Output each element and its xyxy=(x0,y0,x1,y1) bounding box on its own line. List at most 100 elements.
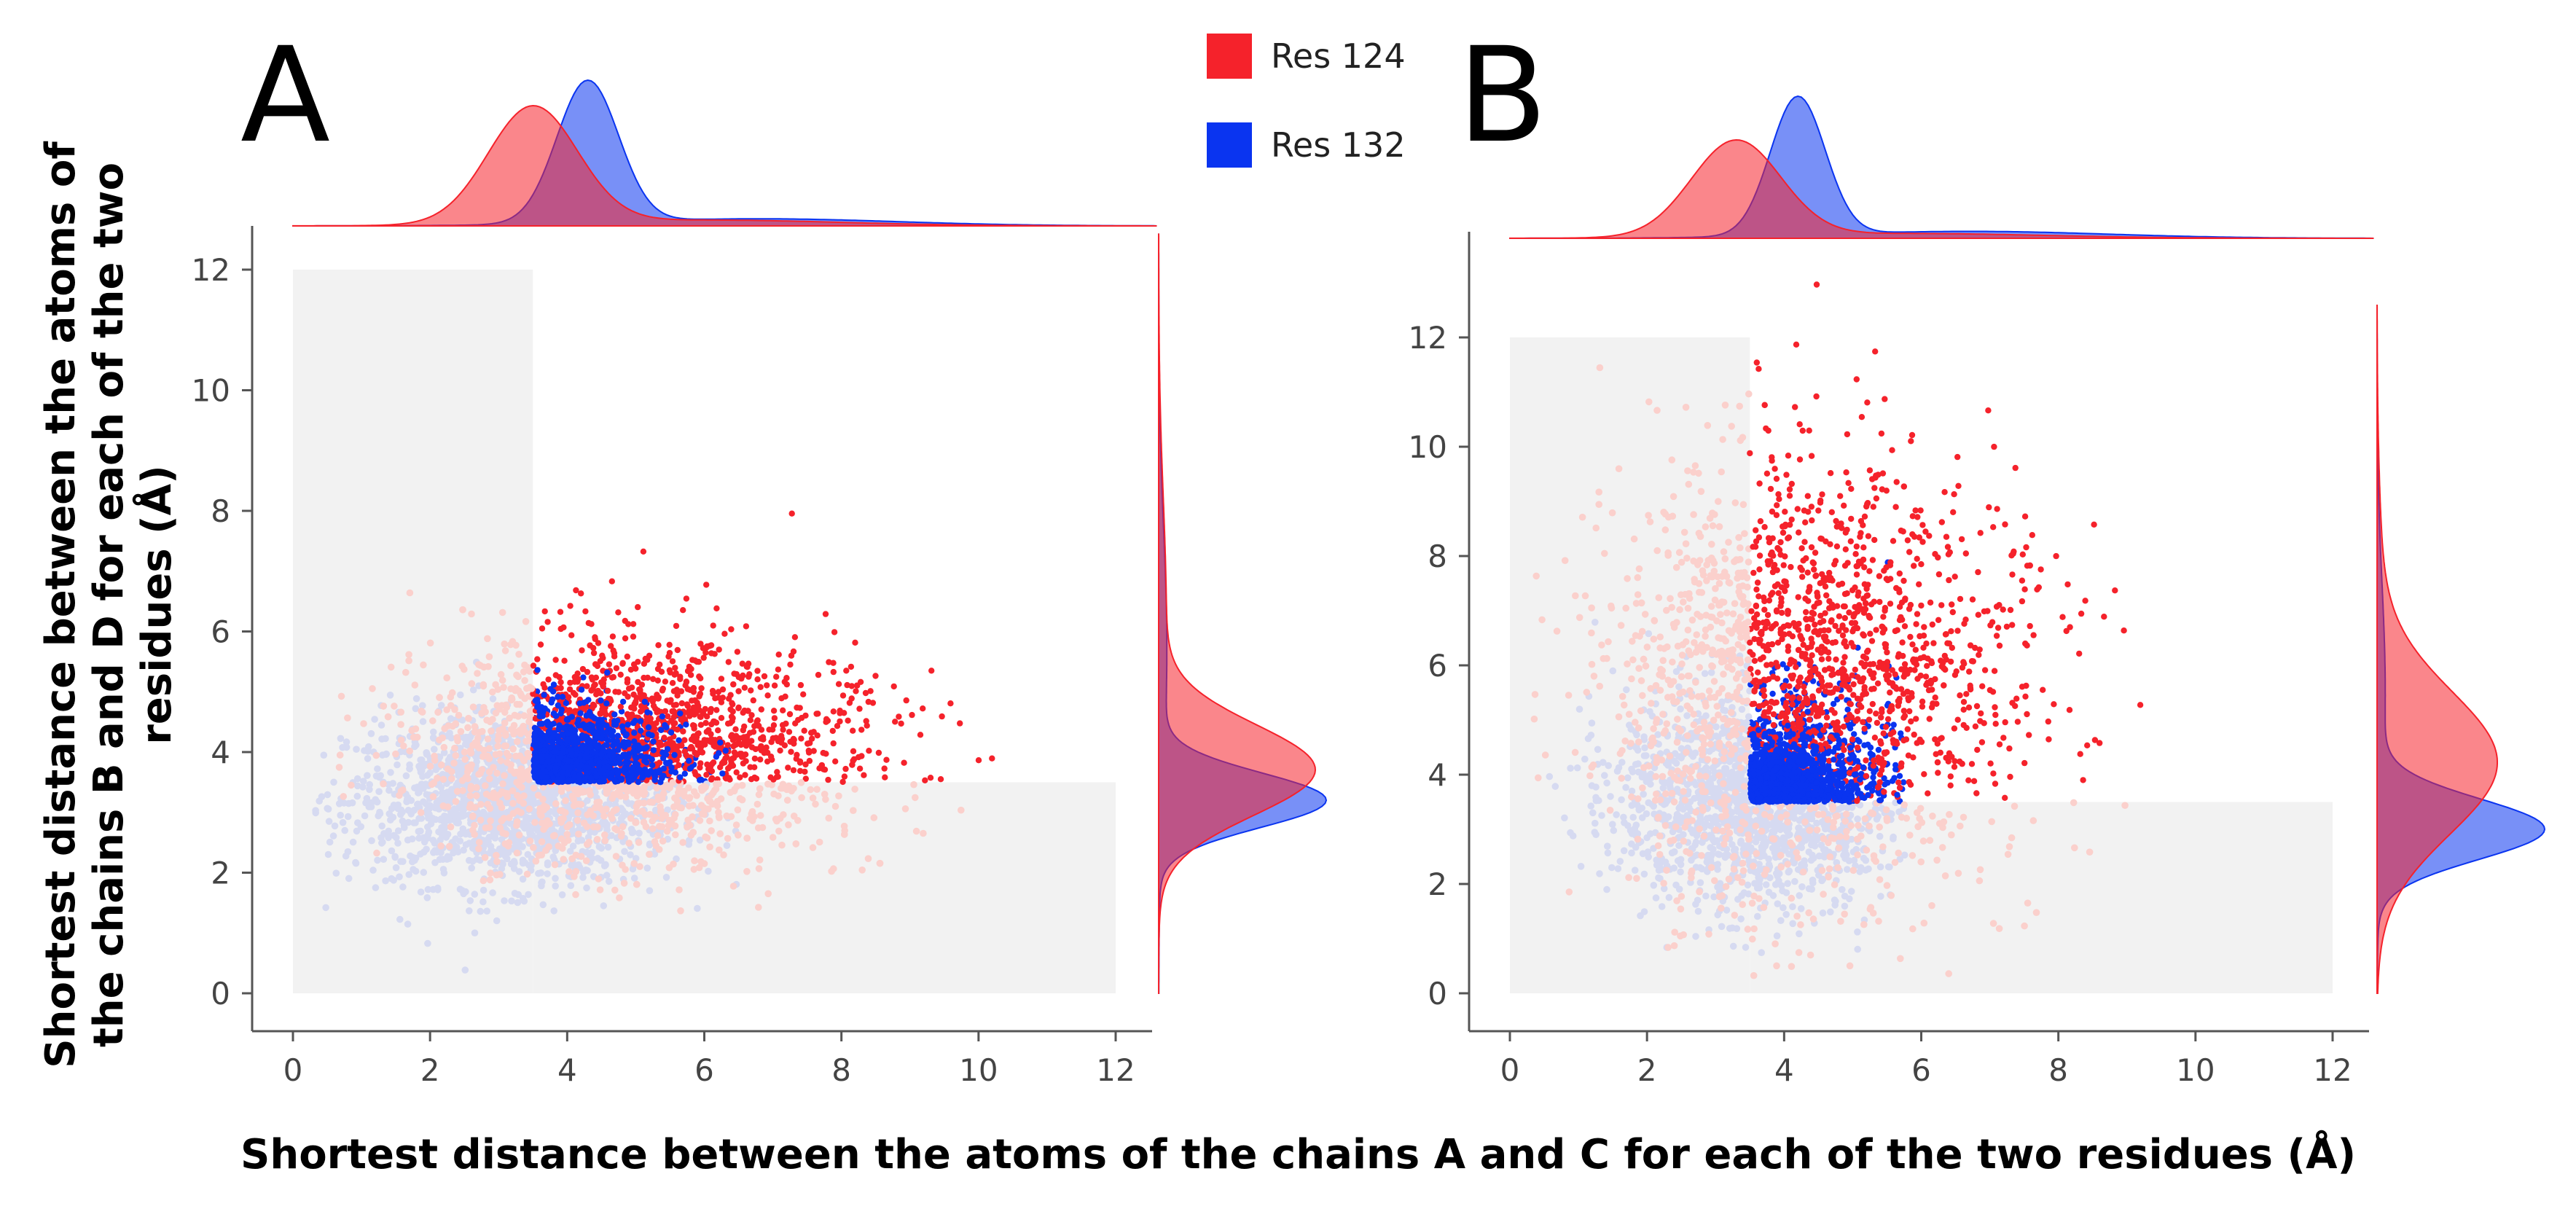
res132-point xyxy=(457,691,464,699)
res124-point xyxy=(788,510,795,517)
res132-point xyxy=(386,692,394,699)
res124-point xyxy=(672,831,679,839)
res124-point xyxy=(672,720,678,727)
res124-point xyxy=(770,708,778,714)
res132-point xyxy=(584,764,590,770)
res124-point xyxy=(624,679,631,686)
res124-point xyxy=(801,727,807,734)
res124-point xyxy=(631,700,638,708)
res132-point xyxy=(605,877,613,885)
res132-point xyxy=(638,727,644,734)
res124-point xyxy=(455,711,463,719)
res132-point xyxy=(460,846,467,854)
res124-point xyxy=(692,706,700,713)
res124-point xyxy=(567,603,573,609)
res132-point xyxy=(529,798,537,806)
res124-point xyxy=(850,748,857,755)
res132-point xyxy=(538,879,545,887)
res132-point xyxy=(526,828,533,836)
res132-point xyxy=(479,898,487,906)
res124-point xyxy=(778,784,785,792)
res124-point xyxy=(417,809,425,816)
res124-point xyxy=(676,688,683,695)
res132-point xyxy=(550,907,557,915)
res124-point xyxy=(627,666,635,673)
res132-point xyxy=(337,735,345,743)
res132-right-density xyxy=(1158,233,1328,994)
res132-point xyxy=(544,870,551,877)
res124-point xyxy=(780,707,786,713)
res132-point xyxy=(429,734,437,741)
res124-point xyxy=(413,733,421,741)
res132-point xyxy=(548,699,555,706)
x-tick-label: 2 xyxy=(420,1052,440,1088)
res124-point xyxy=(468,761,475,769)
res132-point xyxy=(489,695,497,703)
res132-point xyxy=(462,841,470,848)
res124-point xyxy=(820,750,827,756)
res124-point xyxy=(756,856,764,864)
res124-point xyxy=(825,776,831,783)
res132-point xyxy=(375,788,383,795)
res132-point xyxy=(619,723,626,729)
res124-point xyxy=(806,757,813,764)
res132-point xyxy=(632,718,638,724)
res132-point xyxy=(1596,870,1603,877)
res124-point xyxy=(545,676,552,683)
res124-point xyxy=(662,678,669,685)
res124-point xyxy=(702,833,709,841)
res124-point xyxy=(710,759,717,766)
res124-point xyxy=(698,685,705,692)
res124-point xyxy=(513,737,521,746)
res124-point xyxy=(748,776,755,783)
res124-point xyxy=(475,729,483,736)
x-tick-label: 10 xyxy=(959,1052,998,1088)
res132-point xyxy=(611,777,618,783)
res124-point xyxy=(669,779,676,786)
res124-point xyxy=(495,732,503,740)
res132-point xyxy=(316,797,324,805)
res124-point xyxy=(864,855,872,862)
res124-point xyxy=(405,657,412,665)
res132-point xyxy=(368,837,375,845)
res124-point xyxy=(686,686,694,693)
y-tick-label: 10 xyxy=(192,373,230,409)
res124-point xyxy=(506,714,513,722)
res124-point xyxy=(420,661,427,669)
res124-point xyxy=(654,677,661,684)
res124-point xyxy=(654,665,662,673)
res124-point xyxy=(466,747,474,754)
res124-point xyxy=(429,717,436,724)
res132-point xyxy=(598,751,605,758)
res124-point xyxy=(917,732,924,738)
res124-point xyxy=(635,678,641,686)
res124-point xyxy=(486,876,494,884)
res132-point xyxy=(671,751,678,759)
res124-point xyxy=(735,739,742,746)
res124-point xyxy=(530,784,538,792)
res124-point xyxy=(502,742,510,750)
res124-point xyxy=(568,632,575,638)
res132-point xyxy=(563,700,570,707)
res124-point xyxy=(541,804,549,812)
res124-point xyxy=(853,682,861,689)
res124-point xyxy=(697,784,705,791)
res124-point xyxy=(689,813,696,821)
res132-point xyxy=(341,826,349,834)
res124-point xyxy=(512,752,520,760)
res124-point xyxy=(466,792,474,799)
res132-point xyxy=(418,767,426,775)
res124-point xyxy=(922,777,928,784)
res124-point xyxy=(485,775,493,783)
res124-point xyxy=(815,838,823,846)
res124-point xyxy=(678,716,684,723)
res124-point xyxy=(579,647,585,654)
res124-point xyxy=(450,759,458,767)
res124-point xyxy=(502,830,509,838)
res124-point xyxy=(677,907,684,915)
res124-point xyxy=(748,687,754,694)
res124-point xyxy=(696,693,702,700)
res132-point xyxy=(603,700,610,707)
res124-point xyxy=(452,798,460,805)
res124-point xyxy=(633,808,641,815)
